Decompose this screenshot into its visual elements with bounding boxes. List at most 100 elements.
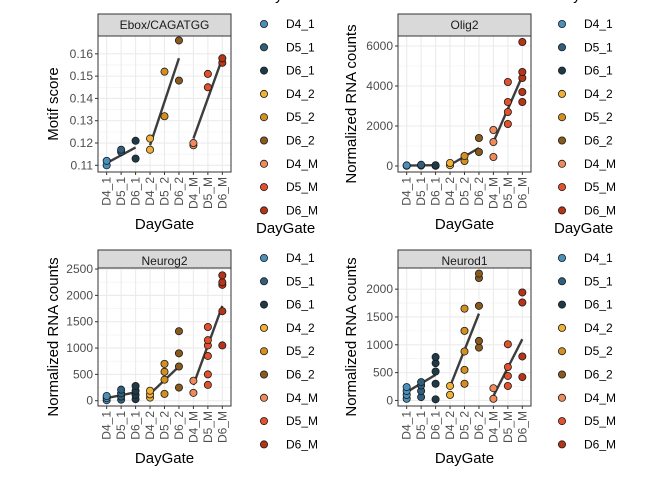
- x-tick-label: D4_2: [443, 411, 457, 440]
- data-point: [174, 36, 183, 45]
- trend-line: [192, 57, 224, 139]
- x-tick-label: D4_1: [100, 411, 114, 440]
- data-point: [446, 158, 455, 167]
- data-point: [174, 327, 183, 336]
- legend-key: [259, 136, 268, 145]
- x-axis-title: DayGate: [435, 216, 494, 233]
- data-point: [218, 307, 227, 316]
- x-tick-label: D6_1: [129, 177, 143, 206]
- data-point: [503, 371, 512, 380]
- data-point: [489, 152, 498, 161]
- data-point: [218, 341, 227, 350]
- data-point: [431, 161, 440, 170]
- x-tick-label: D5_1: [114, 177, 128, 206]
- legend-label: D5_M: [286, 414, 318, 428]
- legend-label: D6_2: [584, 368, 613, 382]
- y-axis-title: Motif score: [45, 67, 62, 140]
- legend-label: D6_1: [286, 298, 315, 312]
- legend-label: D5_M: [286, 180, 318, 194]
- legend-title: DayGate: [256, 220, 315, 237]
- legend-key: [259, 113, 268, 122]
- legend-key: [259, 253, 268, 262]
- legend-label: D4_2: [584, 321, 613, 335]
- legend-label: D5_2: [286, 344, 315, 358]
- data-point: [160, 359, 169, 368]
- data-point: [489, 384, 498, 393]
- data-point: [160, 375, 169, 384]
- data-point: [131, 136, 140, 145]
- y-tick-label: 2000: [366, 282, 393, 296]
- y-tick-label: 0: [86, 394, 93, 408]
- data-point: [503, 108, 512, 117]
- legend-key: [259, 89, 268, 98]
- legend: DayGate D4_1 D5_1 D6_1 D4_2 D5_2 D6_2 D4_M D5_M D…: [256, 0, 318, 217]
- legend-label: D4_2: [584, 87, 613, 101]
- legend-key: [259, 370, 268, 379]
- data-point: [402, 161, 411, 170]
- data-point: [460, 379, 469, 388]
- data-point: [203, 370, 212, 379]
- data-point: [160, 367, 169, 376]
- legend-label: D6_M: [286, 437, 318, 451]
- legend-label: D6_M: [584, 437, 616, 451]
- y-tick-label: 1500: [366, 310, 393, 324]
- facet-title: Neurog2: [141, 254, 187, 268]
- legend-label: D4_2: [286, 321, 315, 335]
- data-point: [503, 340, 512, 349]
- y-tick-label: 1000: [366, 338, 393, 352]
- legend-key: [558, 370, 567, 379]
- y-tick-label: 4000: [366, 79, 393, 93]
- legend-key: [558, 440, 567, 449]
- data-point: [446, 381, 455, 390]
- data-point: [460, 304, 469, 313]
- data-point: [489, 394, 498, 403]
- legend: DayGate D4_1 D5_1 D6_1 D4_2 D5_2 D6_2 D4_M D5_M D…: [554, 0, 616, 217]
- data-point: [474, 269, 483, 278]
- x-tick-label: D5_2: [458, 177, 472, 206]
- legend-key: [259, 183, 268, 192]
- x-tick-label: D5_2: [458, 411, 472, 440]
- data-point: [203, 380, 212, 389]
- x-tick-label: D5_M: [501, 177, 515, 209]
- legend-label: D5_M: [584, 180, 616, 194]
- legend-label: D4_2: [286, 87, 315, 101]
- x-tick-label: D6_1: [429, 177, 443, 206]
- legend-key: [259, 440, 268, 449]
- x-tick-label: D6_2: [472, 177, 486, 206]
- data-point: [518, 352, 527, 361]
- data-point: [431, 379, 440, 388]
- y-tick-label: 500: [373, 366, 393, 380]
- data-point: [402, 383, 411, 392]
- legend-label: D4_1: [584, 17, 613, 31]
- facet-title: Ebox/CAGATGG: [120, 18, 210, 32]
- legend-key: [259, 300, 268, 309]
- data-point: [460, 326, 469, 335]
- legend-label: D5_2: [584, 110, 613, 124]
- panel-border: [397, 35, 532, 173]
- legend-key: [259, 323, 268, 332]
- x-tick-label: D4_M: [186, 411, 200, 443]
- legend-key: [558, 417, 567, 426]
- panel-ebox-cagatgg: Ebox/CAGATGG 0.11 0.12 0.13 0.14 0.15 0.16 D4_1…: [45, 13, 232, 233]
- x-tick-label: D6_M: [515, 411, 529, 443]
- legend-key: [259, 19, 268, 28]
- x-tick-label: D4_1: [400, 177, 414, 206]
- legend-key: [558, 113, 567, 122]
- data-point: [117, 385, 126, 394]
- x-tick-label: D6_2: [172, 411, 186, 440]
- x-axis-title: DayGate: [135, 216, 194, 233]
- x-tick-label: D6_M: [515, 177, 529, 209]
- x-tick-label: D4_M: [486, 177, 500, 209]
- x-tick-label: D6_2: [172, 177, 186, 206]
- data-point: [146, 145, 155, 154]
- x-axis-title: DayGate: [435, 450, 494, 467]
- legend-label: D5_1: [584, 40, 613, 54]
- legend-label: D4_M: [584, 157, 616, 171]
- legend-label: D6_1: [286, 64, 315, 78]
- x-tick-label: D4_M: [486, 411, 500, 443]
- legend-label: D5_2: [584, 344, 613, 358]
- legend-label: D4_1: [584, 251, 613, 265]
- data-point: [102, 391, 111, 400]
